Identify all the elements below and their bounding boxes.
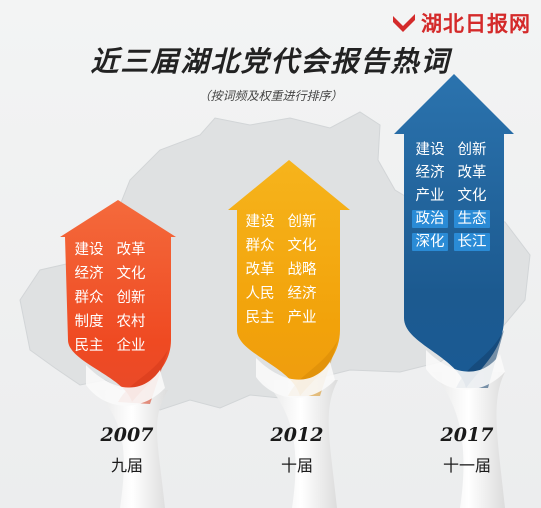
keyword: 经济: [74, 266, 104, 282]
keyword: 建设: [245, 214, 275, 230]
keyword: 民主: [245, 310, 275, 326]
term-label-2017: 十一届: [442, 456, 491, 475]
keyword: 文化: [116, 266, 146, 282]
term-label-2012: 十届: [280, 456, 313, 475]
keyword: 建设: [415, 142, 445, 158]
page-title: 近三届湖北党代会报告热词: [90, 45, 451, 78]
keyword: 群众: [245, 238, 275, 254]
keyword: 创新: [116, 290, 146, 306]
keyword: 农村: [116, 314, 146, 330]
year-label-2012: 2012: [270, 424, 324, 446]
year-label-2017: 2017: [440, 424, 494, 446]
keyword: 战略: [287, 262, 317, 278]
keyword: 产业: [415, 188, 445, 204]
keyword: 改革: [116, 242, 146, 258]
keyword-highlighted: 长江: [454, 233, 490, 251]
keyword: 人民: [245, 286, 275, 302]
keyword: 民主: [74, 338, 104, 354]
keyword-highlighted: 生态: [454, 210, 490, 228]
brand-logo[interactable]: 湖北日报网: [391, 8, 531, 38]
keyword: 经济: [287, 286, 317, 302]
keyword: 改革: [457, 165, 487, 181]
keyword: 产业: [287, 310, 317, 326]
keyword: 制度: [74, 314, 104, 330]
keyword: 经济: [415, 165, 445, 181]
brand-mark-icon: [393, 14, 415, 32]
keyword: 文化: [457, 188, 487, 204]
page-subtitle: （按词频及权重进行排序）: [198, 89, 343, 103]
keyword: 文化: [287, 238, 317, 254]
keywords-2007: 建设 改革 经济 文化 群众 创新 制度 农村 民主 企业: [71, 241, 149, 355]
keyword: 改革: [245, 262, 275, 278]
keyword-highlighted: 深化: [412, 233, 448, 251]
keyword: 创新: [457, 142, 487, 158]
keyword-highlighted: 政治: [412, 210, 448, 228]
brand-name: 湖北日报网: [421, 11, 531, 36]
keyword: 建设: [74, 242, 104, 258]
keywords-2012: 建设 创新 群众 文化 改革 战略 人民 经济 民主 产业: [242, 213, 320, 327]
keywords-2017: 建设 创新 经济 改革 产业 文化 政治 生态 深化 长江: [412, 141, 490, 251]
keyword: 群众: [74, 290, 104, 306]
keyword: 企业: [116, 338, 146, 354]
term-label-2007: 九届: [110, 456, 143, 475]
keyword: 创新: [287, 214, 317, 230]
year-label-2007: 2007: [100, 424, 154, 446]
